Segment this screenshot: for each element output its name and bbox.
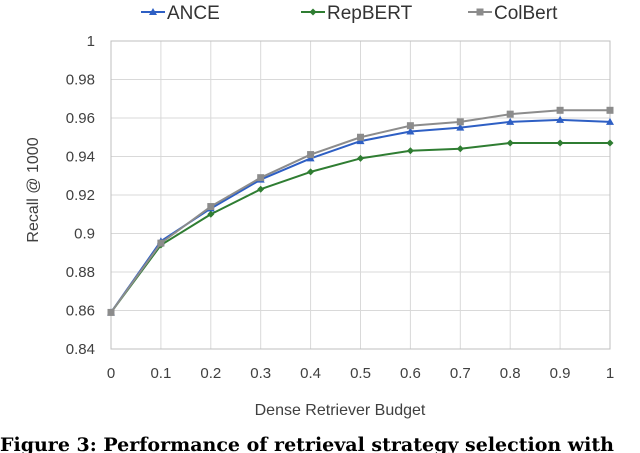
square-marker: [257, 174, 265, 182]
square-marker: [307, 151, 315, 159]
square-marker: [157, 239, 165, 247]
y-tick-label: 0.92: [66, 187, 95, 204]
plot-border: [110, 40, 611, 350]
square-marker: [506, 110, 514, 118]
x-tick-label: 0.2: [200, 365, 221, 382]
legend-item: RepBERT: [301, 3, 413, 24]
diamond-marker: [257, 185, 265, 193]
y-tick-label: 0.9: [74, 226, 95, 243]
series-repbert: [107, 139, 614, 316]
diamond-marker: [357, 154, 364, 162]
legend-item: ANCE: [141, 3, 220, 24]
triangle-marker: [556, 115, 565, 123]
x-tick-label: 0.7: [450, 365, 471, 382]
diamond-marker: [309, 8, 317, 16]
series-colbert: [107, 106, 614, 316]
y-tick-label: 1: [87, 33, 95, 50]
square-marker: [406, 122, 414, 130]
x-tick-label: 0.5: [350, 365, 371, 382]
legend-label: ColBert: [494, 3, 558, 24]
figure-caption: Figure 3: Performance of retrieval strat…: [0, 434, 614, 453]
x-tick-label: 0.6: [400, 365, 421, 382]
diamond-marker: [606, 139, 614, 147]
y-tick-label: 0.88: [66, 264, 95, 281]
triangle-marker: [406, 127, 415, 135]
diamond-marker: [207, 210, 215, 218]
diamond-marker: [307, 168, 315, 176]
x-tick-label: 0.8: [500, 365, 521, 382]
diamond-marker: [406, 147, 414, 155]
triangle-marker: [606, 117, 614, 125]
x-axis-title: Dense Retriever Budget: [255, 402, 426, 419]
square-marker: [476, 8, 484, 16]
y-tick-label: 0.86: [66, 303, 95, 320]
legend-label: ANCE: [167, 3, 220, 24]
plot-area-border: [110, 40, 611, 350]
legend-item: ColBert: [468, 3, 558, 24]
diamond-marker: [456, 145, 464, 153]
y-axis-title: Recall @ 1000: [25, 137, 42, 242]
square-marker: [357, 133, 364, 141]
triangle-marker: [456, 123, 465, 131]
y-tick-labels: 0.84 0.86 0.88 0.9 0.92 0.94 0.96 0.98 1: [66, 33, 95, 358]
x-tick-label: 0.4: [300, 365, 321, 382]
square-marker: [107, 308, 115, 316]
square-marker: [207, 203, 215, 211]
square-marker: [606, 106, 614, 114]
grid-lines: [111, 40, 610, 350]
recall-line-chart: 0.84 0.86 0.88 0.9 0.92 0.94 0.96 0.98 1 0 0.1 0.2…: [25, 3, 614, 419]
series-lines: [107, 106, 614, 316]
square-marker: [456, 118, 464, 126]
y-tick-label: 0.94: [66, 149, 95, 166]
diamond-marker: [506, 139, 514, 147]
x-tick-label: 0.9: [550, 365, 571, 382]
x-tick-labels: 0 0.1 0.2 0.3 0.4 0.5 0.6 0.7 0.8 0.9 1: [107, 365, 614, 382]
y-tick-label: 0.96: [66, 110, 95, 127]
diamond-marker: [556, 139, 564, 147]
legend-label: RepBERT: [327, 3, 413, 24]
x-tick-label: 1: [606, 365, 614, 382]
triangle-marker: [506, 117, 515, 125]
y-tick-label: 0.84: [66, 341, 95, 358]
y-tick-label: 0.98: [66, 72, 95, 89]
x-tick-label: 0.3: [250, 365, 271, 382]
x-tick-label: 0: [107, 365, 115, 382]
legend: ANCE RepBERT ColBert: [141, 3, 558, 24]
triangle-marker: [149, 8, 157, 15]
square-marker: [556, 106, 564, 114]
x-tick-label: 0.1: [150, 365, 171, 382]
